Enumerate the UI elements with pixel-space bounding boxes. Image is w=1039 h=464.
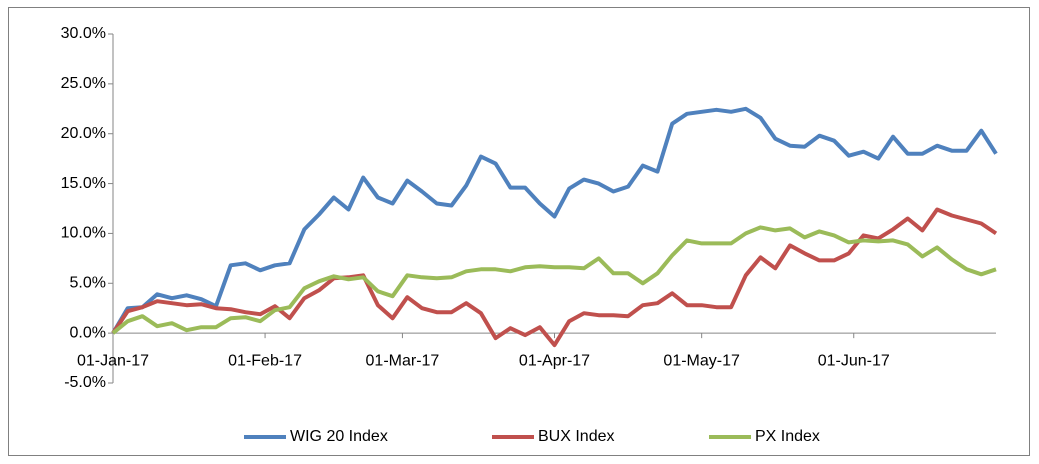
legend-label: PX Index bbox=[755, 428, 820, 445]
legend-label: WIG 20 Index bbox=[290, 428, 388, 445]
y-tick-label: 25.0% bbox=[61, 75, 106, 92]
chart-frame bbox=[8, 7, 1030, 456]
x-tick-label: 01-Mar-17 bbox=[366, 352, 440, 369]
x-tick-label: 01-May-17 bbox=[663, 352, 740, 369]
series-line bbox=[111, 225, 997, 335]
x-tick-label: 01-Jan-17 bbox=[77, 352, 149, 369]
x-tick-label: 01-Apr-17 bbox=[519, 352, 590, 369]
y-tick-label: -5.0% bbox=[64, 374, 106, 391]
series-line bbox=[111, 106, 998, 335]
y-tick-label: 15.0% bbox=[61, 175, 106, 192]
legend-label: BUX Index bbox=[538, 428, 614, 445]
y-tick-label: 30.0% bbox=[61, 25, 106, 42]
x-tick-label: 01-Jun-17 bbox=[818, 352, 890, 369]
y-tick-label: 5.0% bbox=[70, 275, 106, 292]
y-tick-label: 10.0% bbox=[61, 225, 106, 242]
x-tick-label: 01-Feb-17 bbox=[228, 352, 302, 369]
y-tick-label: 0.0% bbox=[70, 324, 106, 341]
series-line bbox=[111, 207, 998, 348]
y-tick-label: 20.0% bbox=[61, 125, 106, 142]
